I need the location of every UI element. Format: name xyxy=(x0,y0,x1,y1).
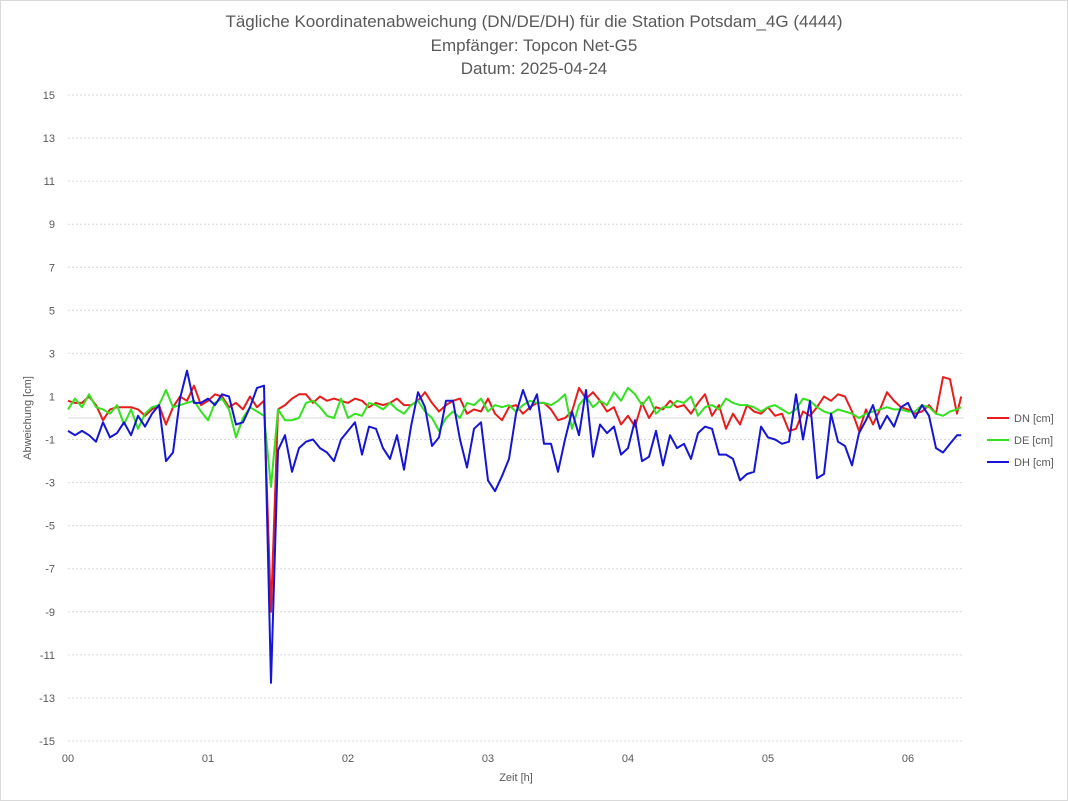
legend-label: DE [cm] xyxy=(1014,435,1053,447)
y-tick-label: 11 xyxy=(44,176,55,188)
x-axis-ticks: 00 01 02 03 04 05 06 xyxy=(62,753,914,765)
chart-subtitle-receiver: Empfänger: Topcon Net-G5 xyxy=(430,36,638,55)
y-tick-label: -9 xyxy=(45,607,55,619)
legend-label: DN [cm] xyxy=(1014,413,1054,425)
y-tick-label: 5 xyxy=(49,305,55,317)
y-tick-label: -15 xyxy=(39,736,55,748)
y-tick-label: -13 xyxy=(39,693,55,705)
y-tick-label: 13 xyxy=(43,133,55,145)
x-tick-label: 05 xyxy=(762,753,774,765)
y-tick-label: 9 xyxy=(49,219,55,231)
y-tick-label: 1 xyxy=(49,391,55,403)
y-tick-label: 7 xyxy=(49,262,55,274)
x-tick-label: 00 xyxy=(62,753,74,765)
series-line-dn xyxy=(67,376,963,613)
chart-title: Tägliche Koordinatenabweichung (DN/DE/DH… xyxy=(225,12,843,31)
series-line-dh xyxy=(67,369,962,684)
data-series xyxy=(67,369,963,684)
y-tick-label: -3 xyxy=(45,478,55,490)
x-axis-label: Zeit [h] xyxy=(499,772,533,784)
x-tick-label: 01 xyxy=(202,753,214,765)
y-tick-label: -7 xyxy=(45,564,55,576)
y-tick-label: -1 xyxy=(45,435,55,447)
y-axis-label: Abweichung [cm] xyxy=(22,376,34,460)
y-tick-label: 3 xyxy=(49,348,55,360)
x-tick-label: 02 xyxy=(342,753,354,765)
y-tick-label: -5 xyxy=(45,521,55,533)
x-tick-label: 03 xyxy=(482,753,494,765)
x-tick-label: 06 xyxy=(902,753,914,765)
legend: DN [cm] DE [cm] DH [cm] xyxy=(987,413,1054,469)
chart-subtitle-date: Datum: 2025-04-24 xyxy=(460,59,608,78)
y-tick-label: 15 xyxy=(43,90,55,102)
legend-label: DH [cm] xyxy=(1014,457,1054,469)
x-tick-label: 04 xyxy=(622,753,634,765)
y-tick-label: -11 xyxy=(40,650,55,662)
grid xyxy=(68,94,964,742)
y-axis-ticks: 15 13 11 9 7 5 3 1 -1 -3 -5 -7 -9 -11 -13 -15 xyxy=(39,90,55,748)
